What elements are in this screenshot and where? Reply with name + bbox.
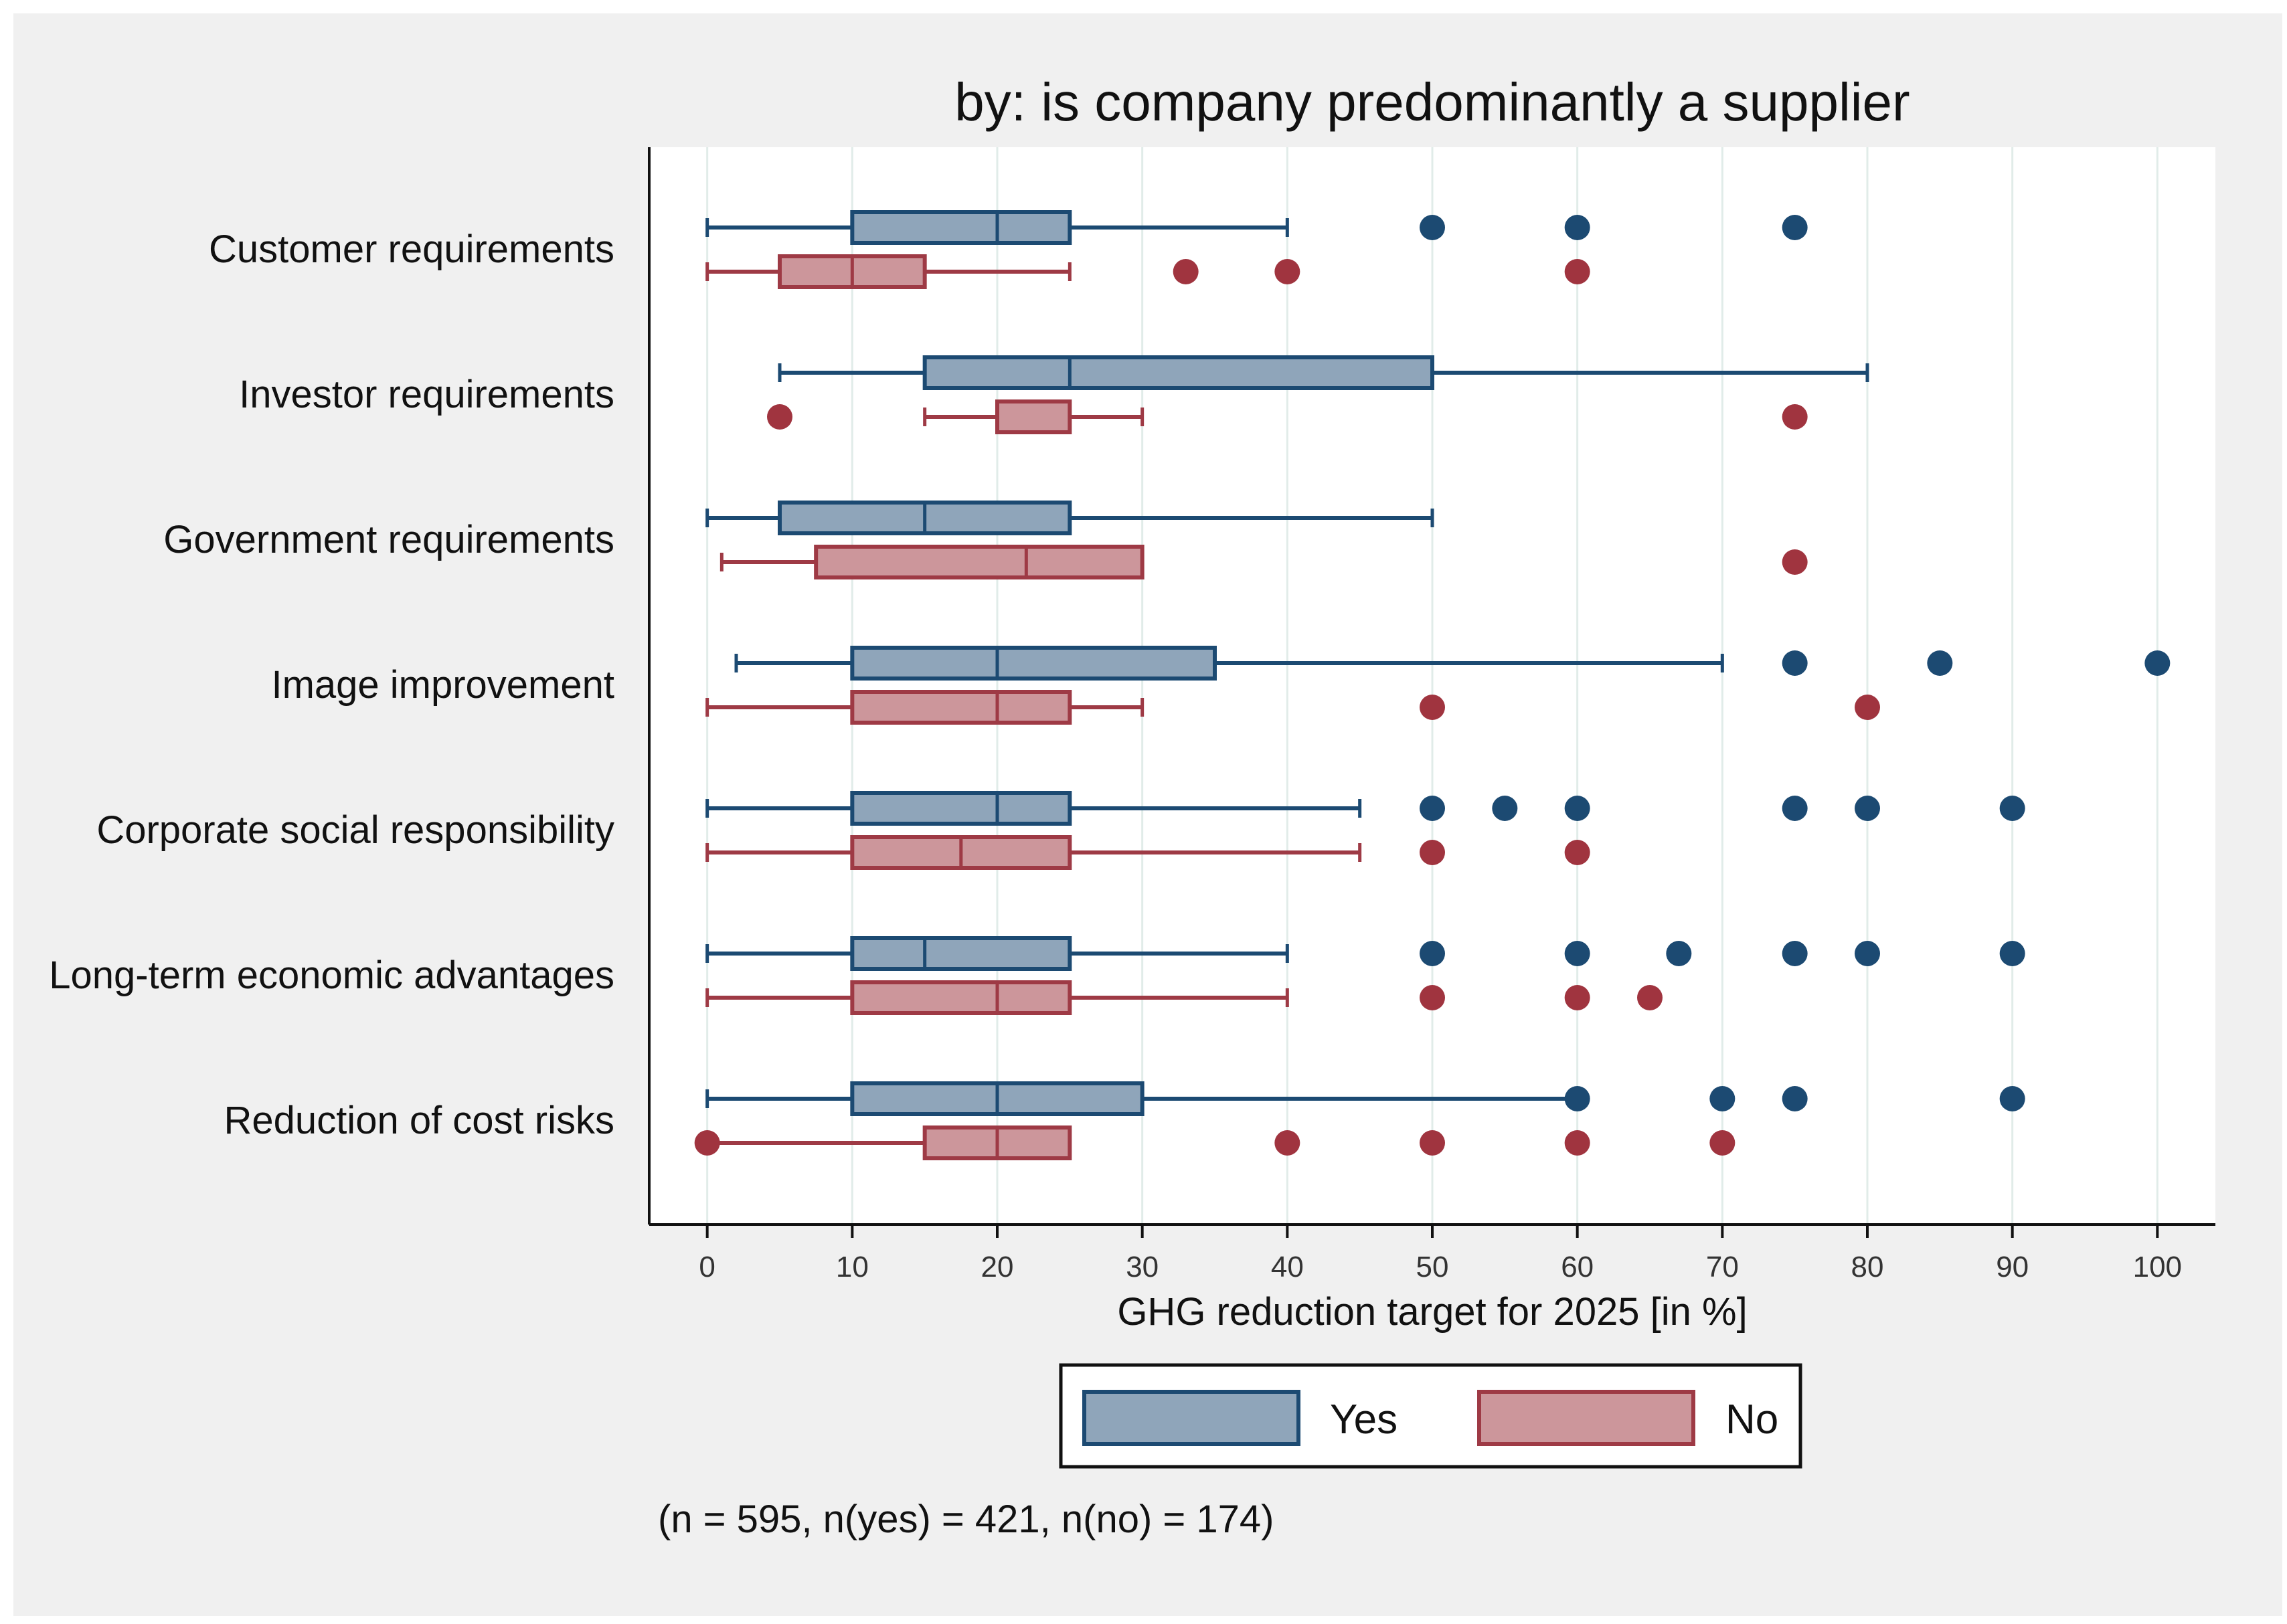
outlier-point [1420, 215, 1445, 240]
category-label: Long-term economic advantages [49, 954, 614, 997]
outlier-point [1782, 1086, 1808, 1111]
grid-lines [706, 147, 2158, 1225]
outlier-point [694, 1130, 720, 1156]
box-yes [734, 646, 2171, 681]
x-tick-label-50: 50 [1416, 1251, 1449, 1283]
outlier-point [1564, 1130, 1590, 1156]
sample-size-note: (n = 595, n(yes) = 421, n(no) = 174) [658, 1498, 1274, 1541]
x-tick-label-70: 70 [1706, 1251, 1739, 1283]
x-tick-label-10: 10 [836, 1251, 869, 1283]
iqr-box [850, 646, 1217, 681]
iqr-box [850, 690, 1072, 725]
x-tick-label-90: 90 [1996, 1251, 2029, 1283]
outlier-point [1492, 796, 1518, 821]
outlier-point [1564, 941, 1590, 966]
box-yes [778, 355, 1869, 390]
outlier-point [1855, 796, 1880, 821]
outlier-point [1420, 941, 1445, 966]
iqr-box [995, 399, 1072, 434]
x-tick-label-100: 100 [2133, 1251, 2182, 1283]
outlier-point [1564, 796, 1590, 821]
box-yes [705, 1081, 2025, 1116]
boxes [694, 210, 2171, 1160]
outlier-point [1782, 215, 1808, 240]
outlier-point [1274, 1130, 1300, 1156]
x-tick-label-40: 40 [1271, 1251, 1304, 1283]
legend: Yes No [1059, 1363, 1802, 1469]
chart-frame: 0 10 20 30 40 50 60 70 80 90 100 Customer requirem… [13, 13, 2282, 1616]
iqr-box [922, 355, 1434, 390]
category-label: Government requirements [163, 518, 614, 561]
outlier-point [1420, 985, 1445, 1010]
iqr-box [850, 936, 1072, 971]
x-tick-label-0: 0 [699, 1251, 715, 1283]
box-no [767, 399, 1808, 434]
x-axis-ticks: 0 10 20 30 40 50 60 70 80 90 100 [699, 1225, 2182, 1283]
box-plot-chart: 0 10 20 30 40 50 60 70 80 90 100 Customer requirem… [49, 72, 2215, 1541]
box-no [719, 545, 1808, 579]
outlier-point [767, 404, 792, 430]
box-yes [705, 936, 2025, 971]
category-label: Investor requirements [239, 373, 614, 416]
outlier-point [1637, 985, 1663, 1010]
legend-swatch-yes [1082, 1390, 1300, 1446]
category-label: Customer requirements [209, 228, 614, 271]
outlier-point [1420, 796, 1445, 821]
outlier-point [1420, 695, 1445, 720]
box-no [705, 690, 1880, 725]
outlier-point [1782, 404, 1808, 430]
x-tick-label-20: 20 [981, 1251, 1014, 1283]
outlier-point [2144, 650, 2171, 676]
box-no [705, 835, 1590, 870]
box-no [694, 1125, 1735, 1160]
category-label: Image improvement [271, 663, 614, 707]
outlier-point [1999, 941, 2025, 966]
outlier-point [1564, 215, 1590, 240]
outlier-point [1564, 1086, 1590, 1111]
outlier-point [1855, 941, 1880, 966]
outlier-point [1782, 549, 1808, 575]
outlier-point [1709, 1086, 1735, 1111]
outlier-point [1173, 259, 1199, 284]
category-label: Reduction of cost risks [224, 1099, 614, 1142]
iqr-box [850, 791, 1072, 826]
outlier-point [1999, 796, 2025, 821]
outlier-point [1564, 259, 1590, 284]
outlier-point [1666, 941, 1692, 966]
box-yes [705, 210, 1808, 245]
box-no [705, 980, 1663, 1015]
x-tick-label-30: 30 [1126, 1251, 1159, 1283]
outlier-point [1999, 1086, 2025, 1111]
box-yes [705, 501, 1434, 535]
outlier-point [1782, 650, 1808, 676]
x-tick-label-60: 60 [1561, 1251, 1594, 1283]
iqr-box [850, 980, 1072, 1015]
category-labels: Customer requirements Investor requiremen… [49, 228, 614, 1142]
legend-swatch-no [1477, 1390, 1695, 1446]
outlier-point [1927, 650, 1953, 676]
outlier-point [1420, 840, 1445, 865]
outlier-point [1564, 840, 1590, 865]
box-no [705, 254, 1590, 289]
iqr-box [814, 545, 1145, 579]
x-axis-title: GHG reduction target for 2025 [in %] [1117, 1290, 1747, 1334]
x-tick-label-80: 80 [1851, 1251, 1884, 1283]
legend-label-no: No [1725, 1396, 1778, 1443]
category-label: Corporate social responsibility [96, 808, 614, 852]
outlier-point [1420, 1130, 1445, 1156]
legend-label-yes: Yes [1330, 1396, 1397, 1443]
iqr-box [850, 210, 1072, 245]
outlier-point [1274, 259, 1300, 284]
outlier-point [1564, 985, 1590, 1010]
outlier-point [1855, 695, 1880, 720]
outlier-point [1782, 941, 1808, 966]
chart-title: by: is company predominantly a supplier [954, 72, 1910, 132]
outlier-point [1782, 796, 1808, 821]
outlier-point [1709, 1130, 1735, 1156]
box-yes [705, 791, 2025, 826]
